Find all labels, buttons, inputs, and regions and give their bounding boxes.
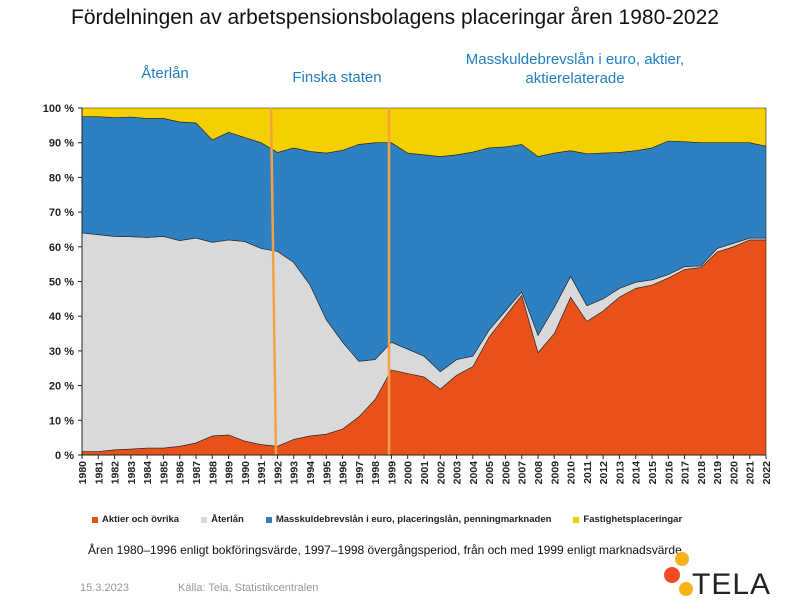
x-tick-label: 2006	[500, 461, 512, 485]
x-tick-label: 2019	[712, 461, 724, 485]
x-tick-label: 1995	[321, 461, 333, 485]
y-tick-label: 50 %	[49, 277, 74, 289]
x-tick-label: 1983	[126, 461, 138, 485]
x-axis: 1980 1981 1982 1983 1984 1985 1986 1987 1988 1989…	[77, 454, 773, 485]
y-tick-label: 20 %	[49, 381, 74, 393]
x-tick-label: 2015	[647, 461, 659, 485]
y-tick-label: 70 %	[49, 207, 74, 219]
x-tick-label: 1981	[93, 461, 105, 485]
period-divider-1	[269, 107, 278, 456]
y-tick-label: 100 %	[43, 103, 74, 115]
period-label-finska-staten: Finska staten	[292, 69, 382, 86]
x-tick-label: 2005	[484, 461, 496, 485]
legend-swatch-masskuld	[265, 516, 272, 523]
x-tick-label: 1987	[191, 461, 203, 485]
x-tick-label: 1994	[305, 461, 317, 485]
x-tick-label: 2003	[452, 461, 464, 485]
x-tick-label: 1984	[142, 461, 154, 485]
y-tick-label: 10 %	[49, 415, 74, 427]
legend-item-aktier: Aktier och övrika	[92, 514, 179, 525]
x-tick-label: 1989	[224, 461, 236, 485]
x-tick-label: 2000	[403, 461, 415, 485]
x-tick-label: 2001	[419, 461, 431, 485]
x-tick-label: 1996	[338, 461, 350, 485]
x-tick-label: 2018	[696, 461, 708, 485]
legend-swatch-aktier	[92, 516, 98, 523]
x-tick-label: 1999	[386, 461, 398, 485]
legend-label-aktier: Aktier och övrika	[102, 514, 180, 525]
x-tick-label: 2022	[761, 461, 773, 485]
area-layers	[81, 107, 767, 456]
x-tick-label: 2016	[663, 461, 675, 485]
period-label-masskuld: Masskuldebrevslån i euro, aktier, aktier…	[465, 51, 685, 87]
y-tick-label: 40 %	[49, 311, 74, 323]
x-tick-label: 1986	[175, 461, 187, 485]
x-tick-label: 2013	[614, 461, 626, 485]
x-tick-label: 2002	[435, 461, 447, 485]
logo-text: TELA	[692, 568, 772, 601]
tela-logo-icon	[664, 552, 693, 596]
y-axis: 0 % 10 % 20 % 30 % 40 % 50 % 60 % 70 % 80 % 90 % 1…	[43, 103, 83, 462]
x-tick-label: 1982	[110, 461, 122, 485]
x-tick-label: 1988	[207, 461, 219, 485]
y-tick-label: 0 %	[55, 450, 74, 462]
x-tick-label: 2009	[549, 461, 561, 485]
x-tick-label: 2020	[728, 461, 740, 485]
legend-label-aterlan: Återlån	[211, 514, 244, 525]
x-tick-label: 2010	[566, 461, 578, 485]
y-tick-label: 60 %	[49, 242, 74, 254]
x-tick-label: 1992	[272, 461, 284, 485]
stacked-area-chart: 0 % 10 % 20 % 30 % 40 % 50 % 60 % 70 % 80 % 90 % 1…	[43, 103, 773, 485]
x-tick-label: 2007	[517, 461, 529, 485]
y-tick-label: 30 %	[49, 346, 74, 358]
x-tick-label: 2012	[598, 461, 610, 485]
x-tick-label: 1991	[256, 461, 268, 485]
legend-swatch-fastighet	[573, 516, 580, 523]
legend-item-masskuld: Masskuldebrevslån i euro, placeringslån,…	[265, 514, 552, 525]
legend: Aktier och övrika Återlån Masskuldebrevs…	[92, 514, 704, 525]
x-tick-label: 1985	[158, 461, 170, 485]
x-tick-label: 2017	[680, 461, 692, 485]
x-tick-label: 2008	[533, 461, 545, 485]
period-label-aterlan: Återlån	[141, 65, 189, 82]
valuation-note: Åren 1980–1996 enligt bokföringsvärde, 1…	[88, 543, 682, 557]
x-tick-label: 2014	[631, 461, 643, 485]
x-tick-label: 1980	[77, 461, 89, 485]
x-tick-label: 1998	[370, 461, 382, 485]
y-tick-label: 90 %	[49, 138, 74, 150]
date-label: 15.3.2023	[80, 582, 129, 594]
period-dividers	[269, 107, 391, 456]
area-fastighet	[81, 107, 767, 157]
legend-label-masskuld: Masskuldebrevslån i euro, placeringslån,…	[275, 514, 552, 525]
x-tick-label: 2011	[582, 461, 594, 484]
legend-label-fastighet: Fastighetsplaceringar	[583, 514, 683, 525]
x-tick-label: 1990	[240, 461, 252, 485]
source-label: Källa: Tela, Statistikcentralen	[178, 582, 319, 594]
y-tick-label: 80 %	[49, 172, 74, 184]
x-tick-label: 2004	[468, 461, 480, 485]
x-tick-label: 1993	[289, 461, 301, 485]
legend-item-aterlan: Återlån	[201, 514, 244, 525]
legend-swatch-aterlan	[201, 516, 208, 523]
x-tick-label: 2021	[745, 461, 757, 485]
chart-title: Fördelningen av arbetspensionsbolagens p…	[71, 6, 719, 29]
x-tick-label: 1997	[354, 461, 366, 485]
legend-item-fastighet: Fastighetsplaceringar	[573, 514, 682, 525]
